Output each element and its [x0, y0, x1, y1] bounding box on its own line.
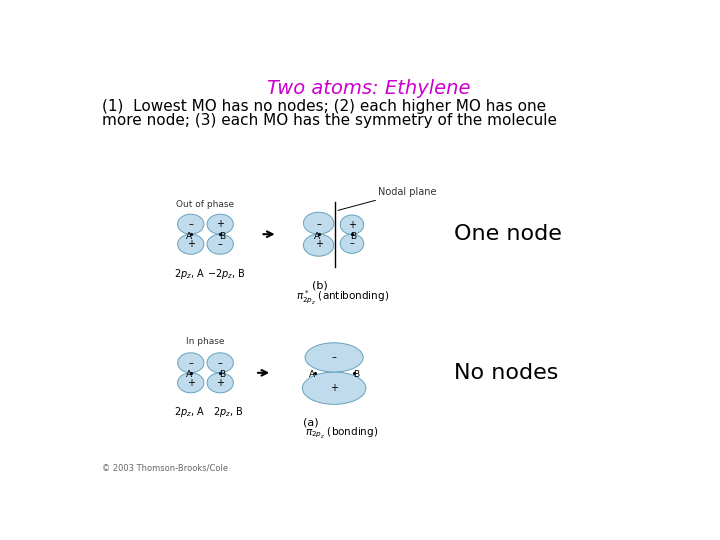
Text: –: –	[349, 238, 354, 248]
Text: No nodes: No nodes	[454, 363, 559, 383]
Ellipse shape	[207, 373, 233, 393]
Ellipse shape	[178, 214, 204, 234]
Text: B: B	[219, 370, 225, 380]
Text: Nodal plane: Nodal plane	[338, 187, 436, 211]
Text: +: +	[348, 220, 356, 230]
Text: $2p_z$, B: $2p_z$, B	[212, 405, 243, 419]
Ellipse shape	[340, 234, 364, 253]
Text: $2p_z$, A: $2p_z$, A	[174, 405, 204, 419]
Ellipse shape	[178, 353, 204, 373]
Text: +: +	[186, 239, 194, 249]
Text: A: A	[309, 370, 315, 380]
Ellipse shape	[302, 372, 366, 404]
Ellipse shape	[340, 215, 364, 234]
Text: more node; (3) each MO has the symmetry of the molecule: more node; (3) each MO has the symmetry …	[102, 113, 557, 129]
Text: Two atoms: Ethylene: Two atoms: Ethylene	[267, 79, 471, 98]
Ellipse shape	[178, 373, 204, 393]
Ellipse shape	[303, 234, 334, 256]
Text: +: +	[216, 378, 224, 388]
Ellipse shape	[207, 214, 233, 234]
Text: –: –	[217, 358, 222, 368]
Text: –: –	[189, 358, 193, 368]
Text: (1)  Lowest MO has no nodes; (2) each higher MO has one: (1) Lowest MO has no nodes; (2) each hig…	[102, 99, 546, 114]
Text: –: –	[217, 239, 222, 249]
Ellipse shape	[303, 212, 334, 234]
Text: B: B	[354, 370, 360, 380]
Text: A: A	[186, 232, 192, 241]
Text: –: –	[332, 353, 336, 362]
Text: (a): (a)	[303, 417, 319, 428]
Ellipse shape	[207, 353, 233, 373]
Text: B: B	[219, 232, 225, 241]
Text: $\pi^*_{2p_z}$ (antibonding): $\pi^*_{2p_z}$ (antibonding)	[297, 288, 390, 306]
Text: $\pi_{2p_z}$ (bonding): $\pi_{2p_z}$ (bonding)	[305, 425, 379, 440]
Text: $-2p_z$, B: $-2p_z$, B	[207, 267, 246, 281]
Text: +: +	[315, 239, 323, 249]
Text: B: B	[351, 232, 356, 241]
Text: (b): (b)	[312, 280, 328, 291]
Ellipse shape	[305, 343, 363, 372]
Text: +: +	[186, 378, 194, 388]
Text: A: A	[314, 232, 320, 241]
Text: A: A	[186, 370, 192, 380]
Text: In phase: In phase	[186, 338, 225, 347]
Text: –: –	[316, 219, 321, 229]
Text: © 2003 Thomson-Brooks/Cole: © 2003 Thomson-Brooks/Cole	[102, 464, 228, 473]
Ellipse shape	[178, 234, 204, 254]
Text: +: +	[216, 219, 224, 229]
Text: $2p_z$, A: $2p_z$, A	[174, 267, 204, 281]
Text: One node: One node	[454, 224, 562, 244]
Text: Out of phase: Out of phase	[176, 200, 235, 210]
Text: +: +	[330, 383, 338, 393]
Text: –: –	[189, 219, 193, 229]
Ellipse shape	[207, 234, 233, 254]
